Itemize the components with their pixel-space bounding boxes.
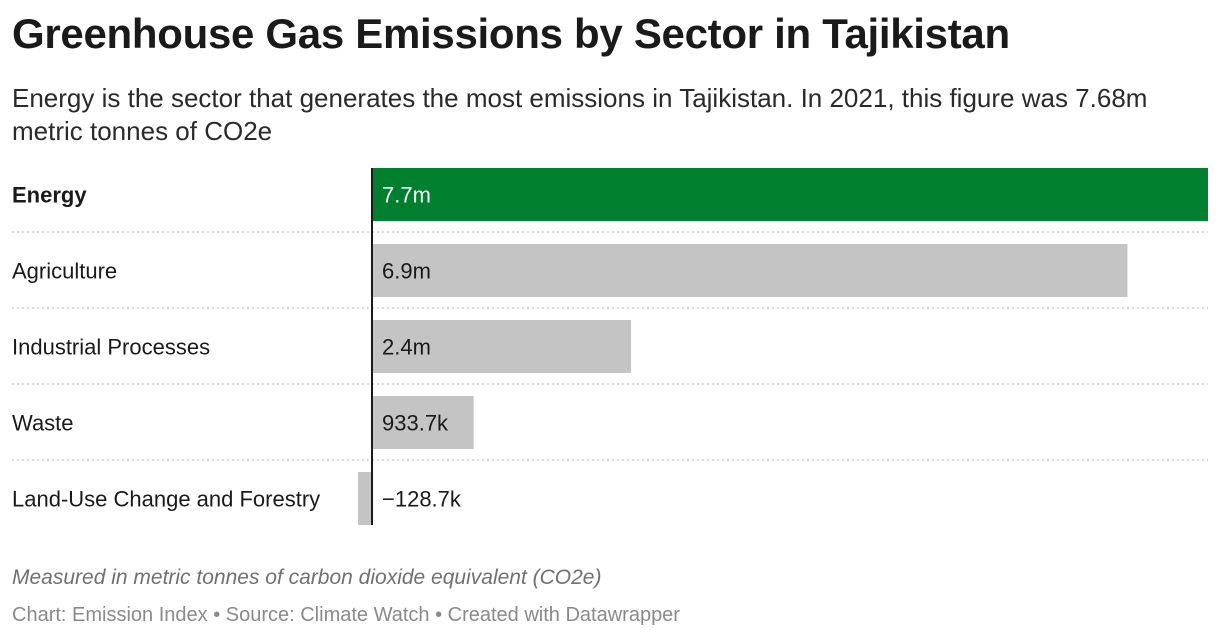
category-label: Energy: [12, 183, 87, 208]
category-label: Land-Use Change and Forestry: [12, 487, 320, 512]
chart-note: Measured in metric tonnes of carbon diox…: [12, 566, 602, 589]
category-label: Industrial Processes: [12, 335, 210, 360]
value-label: 7.7m: [382, 183, 431, 208]
bar-agriculture: [372, 244, 1128, 297]
bar-industrial-processes: [372, 320, 632, 373]
category-label: Agriculture: [12, 259, 117, 284]
bar-land-use-change-and-forestry: [357, 472, 372, 525]
chart-footer: Chart: Emission Index • Source: Climate …: [12, 604, 680, 626]
chart-subtitle: Energy is the sector that generates the …: [12, 83, 1148, 146]
value-label: 6.9m: [382, 259, 431, 284]
category-label: Waste: [12, 411, 74, 436]
value-label: −128.7k: [382, 487, 462, 512]
bar-energy: [372, 168, 1208, 221]
bar-waste: [372, 396, 474, 449]
value-label: 2.4m: [382, 335, 431, 360]
chart-title: Greenhouse Gas Emissions by Sector in Ta…: [12, 10, 1010, 57]
value-label: 933.7k: [382, 411, 449, 436]
